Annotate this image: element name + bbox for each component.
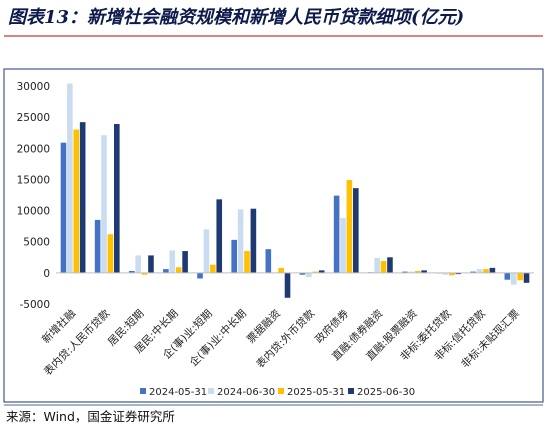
bar — [442, 272, 449, 275]
bar — [299, 272, 306, 275]
bar — [128, 270, 135, 273]
bar — [244, 251, 250, 273]
bars-group — [60, 83, 530, 298]
bar — [523, 272, 530, 283]
chart-frame — [3, 68, 544, 403]
bar — [340, 218, 346, 273]
legend-swatch — [140, 388, 146, 394]
bar — [449, 272, 455, 276]
legend-swatch — [348, 388, 354, 394]
source-note: 来源：Wind，国金证券研究所 — [6, 409, 175, 424]
bar — [284, 272, 291, 298]
legend: 2024-05-31 2024-06-30 2025-05-31 2025-06-30 — [140, 387, 415, 398]
y-tick-label: 10000 — [17, 206, 50, 218]
legend-label: 2024-06-30 — [217, 387, 275, 398]
x-tick-label: 非标:未贴现汇票 — [458, 307, 522, 371]
bar — [387, 257, 393, 273]
bar — [306, 272, 312, 278]
bar — [346, 180, 353, 273]
bar — [163, 269, 169, 273]
bar — [483, 269, 489, 273]
bar — [402, 271, 408, 273]
y-tick-label: 0 — [43, 268, 50, 280]
bar — [421, 270, 427, 273]
bar — [470, 271, 476, 273]
bar — [408, 271, 415, 273]
bar — [169, 250, 176, 273]
bar — [510, 272, 517, 285]
bar — [148, 255, 154, 273]
bar — [380, 261, 387, 273]
y-tick-label: 20000 — [17, 143, 50, 155]
bar — [197, 272, 203, 279]
bar — [414, 270, 421, 273]
bar — [114, 123, 120, 273]
bar — [504, 272, 511, 280]
legend-swatch — [208, 388, 214, 394]
bar — [94, 219, 101, 273]
bar — [374, 257, 380, 273]
bar — [73, 129, 80, 273]
bar — [265, 249, 272, 273]
legend-swatch — [278, 388, 284, 394]
y-tick-label: -5000 — [19, 299, 50, 311]
bar — [333, 195, 340, 273]
bar — [79, 122, 86, 273]
bar — [250, 208, 257, 273]
bar — [203, 229, 210, 273]
bar — [60, 142, 67, 273]
bar — [318, 270, 325, 273]
bar — [312, 271, 319, 273]
legend-label: 2025-06-30 — [357, 387, 415, 398]
bar — [175, 267, 182, 273]
bar — [237, 209, 244, 273]
bar — [489, 267, 496, 273]
y-tick-label: 30000 — [17, 81, 50, 93]
legend-label: 2025-05-31 — [287, 387, 345, 398]
bar — [135, 255, 141, 273]
x-tick-label: 表内贷:外币贷款 — [254, 307, 318, 371]
y-tick-label: 25000 — [17, 112, 50, 124]
y-tick-label: 5000 — [23, 237, 50, 249]
bar — [107, 234, 114, 273]
bar — [278, 267, 284, 273]
bar — [67, 83, 73, 273]
y-tick-label: 15000 — [17, 174, 50, 186]
bar — [182, 251, 188, 273]
bar — [476, 269, 483, 273]
legend-label: 2024-05-31 — [149, 387, 207, 398]
figure-title: 图表13：新增社会融资规模和新增人民币贷款细项(亿元) — [8, 7, 465, 28]
y-axis: -5000 0 5000 10000 15000 20000 25000 30000 — [17, 81, 50, 311]
bar — [517, 272, 523, 281]
bar — [353, 188, 359, 273]
bar — [101, 135, 107, 273]
bar — [216, 199, 223, 273]
bar — [455, 272, 462, 275]
bar — [141, 272, 148, 275]
x-tick-label: 企(事)业:中长期 — [187, 307, 249, 369]
bar — [210, 264, 216, 273]
bar — [231, 239, 237, 273]
